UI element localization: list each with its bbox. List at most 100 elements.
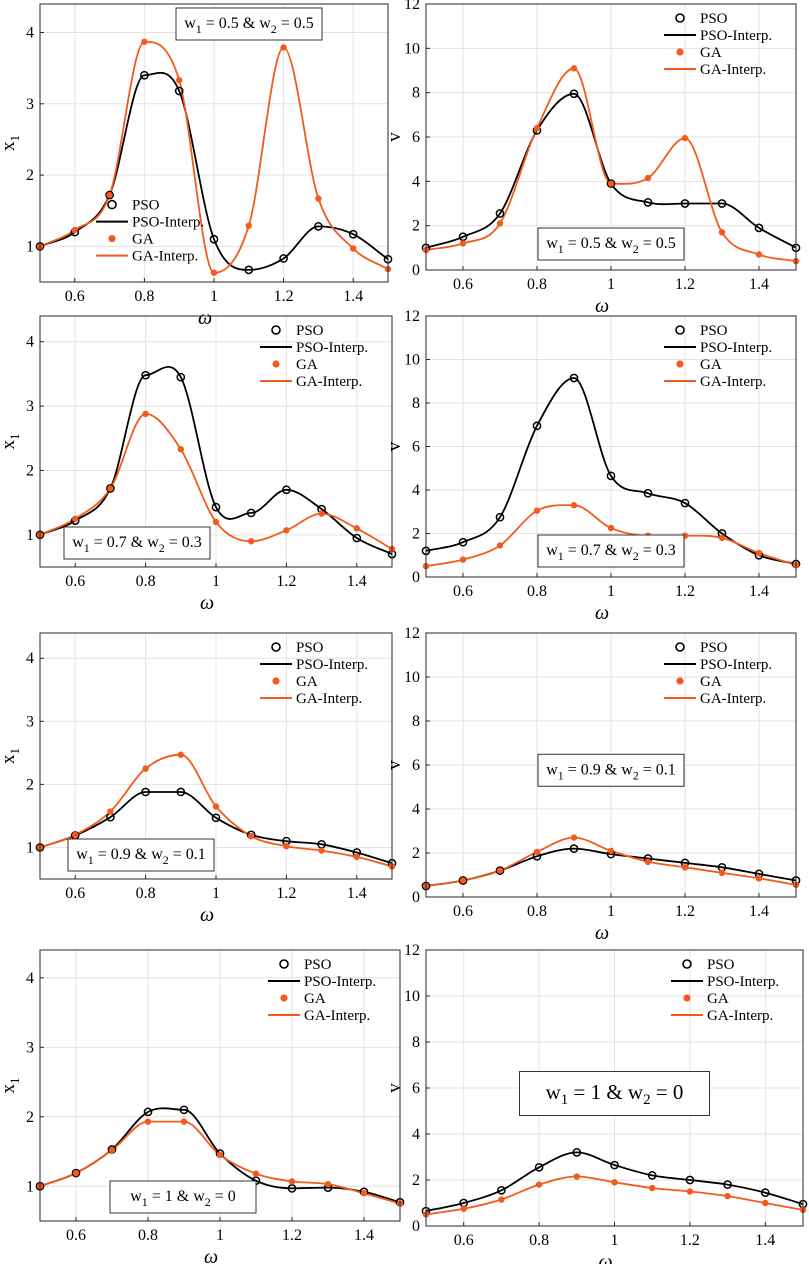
- ga-point: [459, 240, 467, 247]
- x-tick-label: 1: [607, 276, 615, 293]
- pso-point: [760, 1188, 770, 1198]
- x-tick-label: 1: [607, 583, 615, 600]
- y-tick-label: 4: [412, 1126, 420, 1143]
- legend-pso-marker: [675, 642, 685, 652]
- ga-point: [533, 507, 541, 514]
- ga-point: [180, 1118, 188, 1125]
- plot-frame: [425, 632, 797, 898]
- ga-point: [106, 191, 113, 199]
- legend-pso-marker: [675, 13, 685, 23]
- x-tick-label: 0.8: [529, 1232, 549, 1249]
- legend-label: GA: [296, 357, 318, 373]
- y-tick-label: 2: [26, 776, 34, 793]
- y-tick-label: 8: [412, 1034, 420, 1051]
- y-axis-label: v: [384, 1083, 405, 1093]
- legend-label: GA: [132, 232, 154, 248]
- pso-point: [141, 370, 150, 380]
- y-tick-label: 4: [26, 970, 34, 987]
- pso-point: [314, 222, 323, 231]
- ga-point: [71, 226, 79, 234]
- x-tick-label: 0.6: [454, 1232, 474, 1249]
- chart-panel-7: 0.6 0.8 1 1.2 1.4 1 2 3 4 ω x1 PSOPSO-Interp.GAGA-I…: [0, 949, 405, 1264]
- pso-point: [106, 484, 115, 493]
- x-tick-label: 1.4: [749, 276, 769, 293]
- x-axis-label: ω: [200, 592, 214, 614]
- ga-point: [686, 1188, 694, 1195]
- legend-ga-marker: [272, 360, 280, 368]
- legend-label: GA-Interp.: [700, 374, 766, 390]
- ga-point: [459, 877, 467, 884]
- ga-point: [353, 525, 360, 532]
- legend-label: PSO: [707, 957, 735, 973]
- legend-label: GA: [304, 991, 326, 1007]
- pso-point: [105, 190, 114, 200]
- pso-interp-line: [425, 377, 797, 565]
- pso-point: [534, 1163, 544, 1172]
- x-tick-label: 0.8: [138, 1227, 158, 1244]
- ga-point: [681, 134, 689, 142]
- ga-point: [762, 1199, 769, 1207]
- ga-point: [176, 77, 183, 84]
- legend-ga-marker: [676, 48, 684, 56]
- pso-point: [211, 813, 221, 823]
- y-axis-label: v: [384, 132, 405, 142]
- ga-point: [212, 518, 220, 526]
- weights-annotation: w1 = 1 & w2 = 0: [109, 1180, 257, 1214]
- weights-annotation: w1 = 1 & w2 = 0: [519, 1071, 710, 1117]
- ga-point: [570, 834, 578, 841]
- x-tick-label: 0.6: [65, 573, 85, 590]
- pso-point: [176, 787, 186, 797]
- y-tick-label: 10: [404, 40, 420, 57]
- ga-point: [245, 222, 252, 229]
- x-tick-label: 0.6: [453, 903, 473, 920]
- legend-pso-marker: [279, 959, 289, 969]
- legend-label: GA-Interp.: [296, 374, 362, 390]
- x-tick-label: 0.8: [134, 288, 154, 305]
- pso-point: [495, 512, 505, 522]
- pso-point: [176, 372, 186, 382]
- pso-point: [680, 498, 690, 508]
- ga-point: [141, 38, 148, 45]
- weights-annotation: w1 = 0.5 & w2 = 0.5: [537, 227, 685, 261]
- y-tick-label: 1: [26, 1178, 34, 1195]
- y-tick-label: 12: [404, 308, 420, 325]
- legend-label: GA: [700, 674, 722, 690]
- x-tick-label: 1: [210, 288, 218, 305]
- annotation-box: [537, 753, 685, 787]
- pso-point: [606, 471, 616, 481]
- pso-point: [643, 488, 653, 498]
- ga-point: [360, 1190, 368, 1197]
- y-tick-label: 4: [412, 482, 420, 499]
- pso-point: [680, 199, 690, 208]
- x-tick-label: 1.2: [276, 885, 296, 902]
- y-tick-label: 8: [412, 395, 420, 412]
- chart-panel-5: 0.6 0.8 1 1.2 1.4 1 2 3 4 ω x1 PSOPSO-Interp.GAGA-I…: [0, 632, 397, 926]
- y-tick-label: 0: [412, 569, 420, 586]
- grid-lines: [40, 316, 392, 567]
- pso-point: [287, 1183, 297, 1193]
- legend-label: GA: [700, 45, 722, 61]
- legend-label: PSO: [700, 323, 728, 339]
- ga-point: [216, 1151, 224, 1159]
- ga-point: [107, 485, 114, 492]
- pso-point: [279, 254, 288, 263]
- ga-point: [535, 1181, 543, 1188]
- ga-interp-line: [425, 67, 797, 262]
- x-tick-label: 1.4: [749, 583, 769, 600]
- legend-label: PSO-Interp.: [707, 974, 779, 990]
- x-axis-label: ω: [200, 904, 214, 926]
- x-tick-label: 1: [611, 1232, 619, 1249]
- legend-ga-marker: [272, 677, 280, 685]
- ga-point: [318, 510, 325, 517]
- legend-ga-marker: [108, 235, 116, 243]
- pso-point: [723, 1180, 732, 1189]
- x-tick-label: 1.2: [680, 1232, 700, 1249]
- pso-point: [282, 485, 291, 495]
- y-tick-label: 6: [412, 129, 420, 146]
- y-tick-label: 10: [404, 988, 420, 1005]
- legend-pso-marker: [271, 325, 281, 335]
